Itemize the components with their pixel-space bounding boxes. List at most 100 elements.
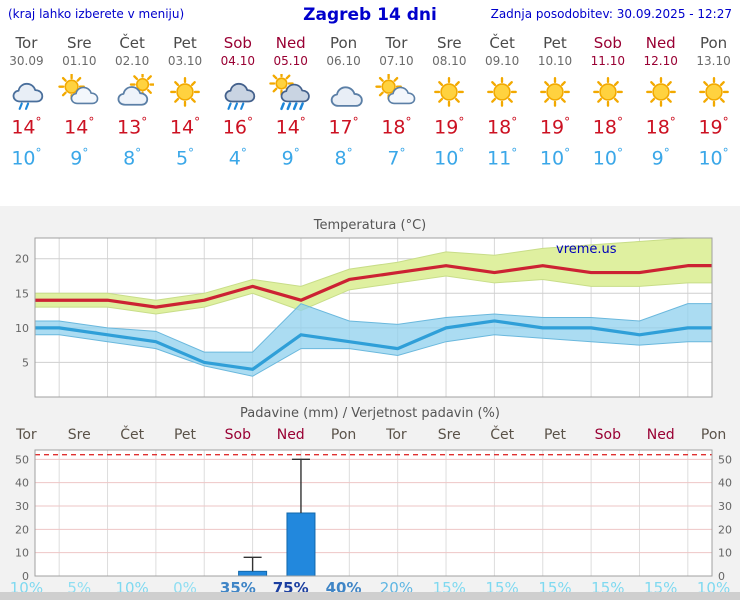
precip-day-labels: Tor Sre Čet Pet Sob Ned Pon Tor Sre Čet Pet Sob Ned P… xyxy=(0,427,740,443)
day-name: Pet xyxy=(173,34,197,52)
min-temperature: 10° xyxy=(434,146,465,170)
svg-text:40: 40 xyxy=(718,477,732,490)
day-date: 07.10 xyxy=(379,54,414,68)
day-name: Sob xyxy=(593,34,622,52)
svg-text:20: 20 xyxy=(15,253,29,266)
precip-day-label: Ned xyxy=(276,427,305,443)
precip-day-label: Sob xyxy=(224,427,252,443)
day-name: Čet xyxy=(489,34,515,52)
svg-text:10: 10 xyxy=(15,547,29,560)
min-temperature: 7° xyxy=(387,146,406,170)
day-date: 08.10 xyxy=(432,54,467,68)
partly-icon xyxy=(370,73,423,112)
max-temperature: 19° xyxy=(434,115,465,139)
day-date: 06.10 xyxy=(326,54,361,68)
day-name: Pon xyxy=(329,34,358,52)
day-date: 30.09 xyxy=(9,54,44,68)
min-temperature: 11° xyxy=(487,146,518,170)
day-name: Ned xyxy=(645,34,676,52)
sun-icon xyxy=(159,74,212,112)
day-date: 12.10 xyxy=(643,54,678,68)
precipitation-chart-title: Padavine (mm) / Verjetnost padavin (%) xyxy=(240,406,500,421)
forecast-day-02.10[interactable]: Čet 02.10 13° 8° xyxy=(106,30,159,170)
forecast-day-11.10[interactable]: Sob 11.10 18° 10° xyxy=(581,30,634,170)
svg-text:15: 15 xyxy=(15,287,29,300)
forecast-table: Tor 30.09 14° 10° Sre 01.10 14° 9° Čet 02.10 13° 8°… xyxy=(0,30,740,170)
page-title: Zagreb 14 dni xyxy=(303,5,437,25)
temperature-chart-title: Temperatura (°C) xyxy=(313,218,427,233)
day-date: 11.10 xyxy=(590,54,626,68)
min-temperature: 10° xyxy=(698,146,729,170)
forecast-day-12.10[interactable]: Ned 12.10 18° 9° xyxy=(634,30,687,170)
cloud-sun-icon xyxy=(106,71,159,112)
day-date: 10.10 xyxy=(537,54,573,68)
precip-day-label: Tor xyxy=(16,427,37,443)
precip-day-label: Čet xyxy=(490,427,515,443)
max-temperature: 14° xyxy=(275,115,306,139)
day-name: Tor xyxy=(385,34,408,52)
precip-day-label: Pet xyxy=(543,427,567,443)
precip-day-label: Sob xyxy=(594,427,622,443)
day-name: Sre xyxy=(66,34,92,52)
day-date: 02.10 xyxy=(114,54,150,68)
precip-day-label: Tor xyxy=(386,427,407,443)
svg-text:20: 20 xyxy=(15,523,29,536)
forecast-day-05.10[interactable]: Ned 05.10 14° 9° xyxy=(264,30,317,170)
forecast-day-30.09[interactable]: Tor 30.09 14° 10° xyxy=(0,30,53,170)
max-temperature: 18° xyxy=(592,115,623,139)
day-date: 01.10 xyxy=(62,54,97,68)
day-name: Pon xyxy=(699,34,728,52)
precip-day-label: Ned xyxy=(646,427,675,443)
day-name: Pet xyxy=(543,34,567,52)
forecast-day-13.10[interactable]: Pon 13.10 19° 10° xyxy=(687,30,740,170)
sun-icon xyxy=(529,74,582,112)
forecast-day-03.10[interactable]: Pet 03.10 14° 5° xyxy=(159,30,212,170)
max-temperature: 16° xyxy=(222,115,253,139)
precip-day-label: Sre xyxy=(67,427,91,443)
precip-day-label: Pon xyxy=(330,427,357,443)
precipitation-chart: 0 0 10 10 20 20 30 30 40 40 50 50 xyxy=(15,449,732,582)
svg-text:0: 0 xyxy=(718,570,725,582)
max-temperature: 14° xyxy=(11,115,42,139)
sun-icon xyxy=(423,74,476,112)
svg-text:50: 50 xyxy=(718,453,732,466)
max-temperature: 18° xyxy=(645,115,676,139)
cloudy-icon xyxy=(317,74,370,112)
svg-text:40: 40 xyxy=(15,477,29,490)
day-name: Sob xyxy=(223,34,252,52)
forecast-day-04.10[interactable]: Sob 04.10 16° 4° xyxy=(211,30,264,170)
svg-text:30: 30 xyxy=(15,500,29,513)
svg-text:10: 10 xyxy=(15,322,29,335)
forecast-day-01.10[interactable]: Sre 01.10 14° 9° xyxy=(53,30,106,170)
min-temperature: 9° xyxy=(70,146,89,170)
rain-light-icon xyxy=(0,74,53,112)
svg-text:10: 10 xyxy=(718,547,732,560)
forecast-day-10.10[interactable]: Pet 10.10 19° 10° xyxy=(529,30,582,170)
min-temperature: 5° xyxy=(175,146,195,170)
sun-icon xyxy=(634,74,687,112)
watermark: vreme.us xyxy=(556,242,617,257)
forecast-day-07.10[interactable]: Tor 07.10 18° 7° xyxy=(370,30,423,170)
day-date: 04.10 xyxy=(220,54,256,68)
rain-icon xyxy=(211,74,264,112)
max-temperature: 19° xyxy=(698,115,729,139)
precip-day-label: Pet xyxy=(173,427,197,443)
svg-text:5: 5 xyxy=(22,356,29,369)
forecast-day-08.10[interactable]: Sre 08.10 19° 10° xyxy=(423,30,476,170)
precip-day-label: Čet xyxy=(120,427,145,443)
forecast-day-09.10[interactable]: Čet 09.10 18° 11° xyxy=(476,30,529,170)
footer-bar xyxy=(0,592,740,600)
partly-icon xyxy=(53,73,106,112)
precip-day-label: Pon xyxy=(700,427,727,443)
sun-icon xyxy=(476,74,529,112)
day-name: Čet xyxy=(119,34,145,52)
forecast-day-06.10[interactable]: Pon 06.10 17° 8° xyxy=(317,30,370,170)
svg-text:0: 0 xyxy=(22,570,29,582)
day-date: 05.10 xyxy=(273,54,308,68)
temperature-chart: 5 10 15 20 xyxy=(15,237,713,398)
last-updated: Zadnja posodobitev: 30.09.2025 - 12:27 xyxy=(490,7,732,21)
min-temperature: 9° xyxy=(281,146,300,170)
max-temperature: 13° xyxy=(117,115,148,139)
day-name: Sre xyxy=(436,34,462,52)
